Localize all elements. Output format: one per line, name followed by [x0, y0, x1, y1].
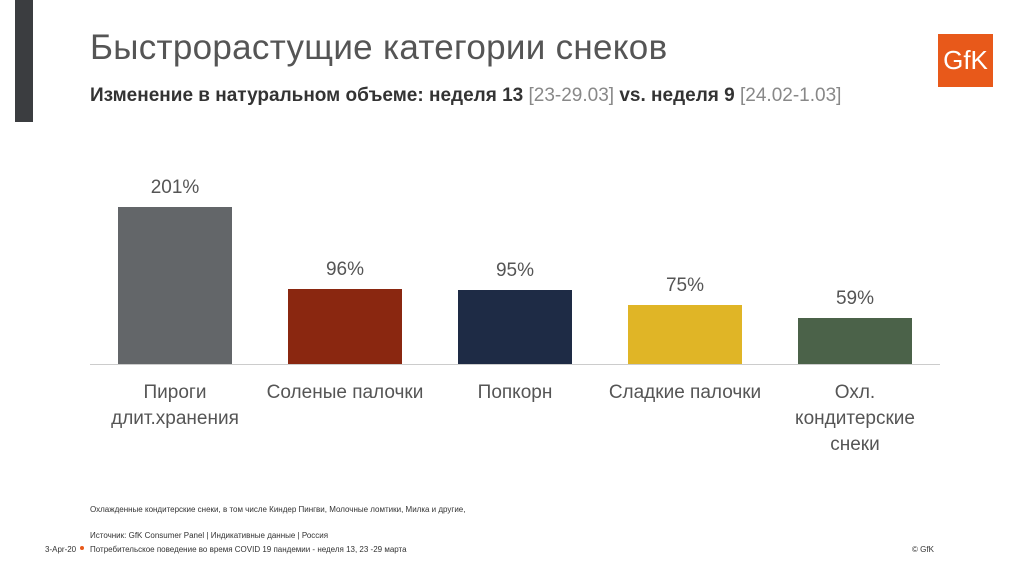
bar — [798, 317, 912, 364]
subtitle-part: [23-29.03] — [528, 85, 615, 106]
x-tick-label: Соленые палочки — [266, 382, 424, 403]
footer-text: Потребительское поведение во время COVID… — [90, 545, 407, 554]
baseline — [90, 364, 940, 365]
subtitle-part: vs. неделя 9 — [619, 85, 735, 106]
subtitle-part: Изменение в натуральном объеме: неделя 1… — [90, 85, 524, 106]
bar — [288, 289, 402, 364]
footnote: Охлажденные кондитерские снеки, в том чи… — [90, 505, 466, 514]
value-label: 59% — [835, 287, 875, 309]
subtitle: Изменение в натуральном объеме: неделя 1… — [90, 85, 841, 107]
accent-bar — [15, 0, 33, 122]
x-tick-label: Попкорн — [477, 382, 553, 403]
logo: GfK — [938, 34, 993, 87]
subtitle-part: [24.02-1.03] — [740, 85, 842, 106]
bar — [118, 207, 232, 364]
value-label: 75% — [665, 275, 705, 297]
x-tick-label: Охл. кондитерские снеки — [795, 382, 915, 455]
x-tick-label: Сладкие палочки — [608, 382, 762, 403]
x-tick-label: Пироги длит.хранения — [111, 382, 239, 429]
bar — [458, 289, 572, 364]
value-label: 96% — [325, 259, 365, 280]
source: Источник: GfK Consumer Panel | Индикатив… — [90, 531, 329, 540]
value-label: 95% — [495, 259, 535, 281]
copyright: © GfK — [912, 545, 934, 554]
bar — [628, 305, 742, 364]
chart: Пироги длит.хранения 201% Соленые палочки 9… — [90, 177, 940, 455]
value-label: 201% — [150, 177, 200, 198]
date: 3-Apr-20 — [45, 545, 77, 554]
title: Быстрорастущие категории снеков — [90, 28, 668, 67]
bullet — [80, 546, 84, 550]
